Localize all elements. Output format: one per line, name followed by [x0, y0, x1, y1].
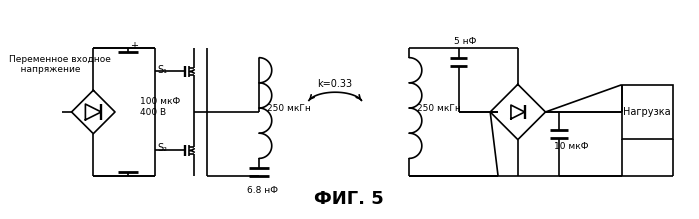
- Text: Переменное входное
    напряжение: Переменное входное напряжение: [9, 55, 111, 74]
- Text: k=0.33: k=0.33: [317, 79, 353, 89]
- Text: 6.8 нФ: 6.8 нФ: [247, 186, 278, 195]
- Text: 10 мкФ: 10 мкФ: [554, 142, 589, 151]
- Text: 5 нФ: 5 нФ: [454, 37, 476, 46]
- Text: S₂: S₂: [157, 143, 167, 154]
- Text: 250 мкГн: 250 мкГн: [417, 104, 461, 113]
- Text: 250 мкГн: 250 мкГн: [267, 104, 311, 113]
- Text: ФИГ. 5: ФИГ. 5: [314, 190, 384, 208]
- Bar: [621, 85, 673, 139]
- Text: 100 мкФ
400 В: 100 мкФ 400 В: [140, 97, 180, 117]
- Text: S₁: S₁: [157, 65, 167, 74]
- Text: Нагрузка: Нагрузка: [624, 107, 671, 117]
- Text: +: +: [130, 41, 138, 51]
